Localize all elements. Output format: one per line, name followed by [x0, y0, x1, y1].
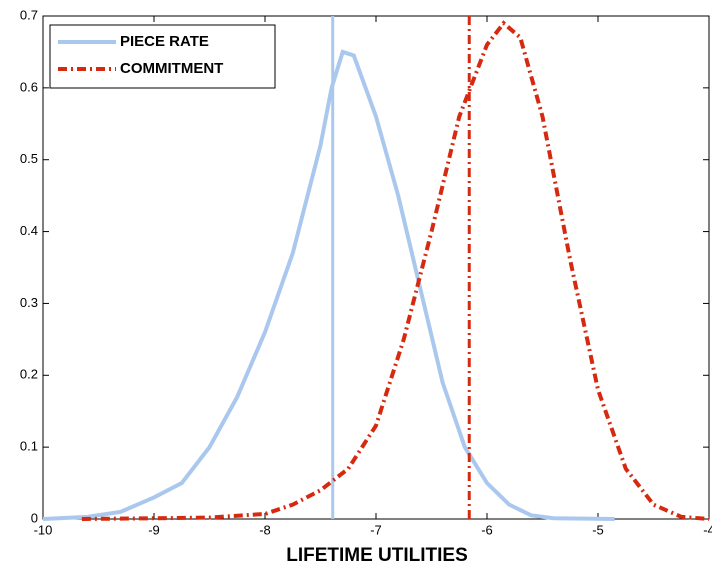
legend-label: PIECE RATE — [120, 33, 209, 50]
y-tick-label: 0.6 — [20, 79, 38, 94]
x-tick-label: -9 — [148, 522, 160, 537]
y-tick-label: 0.5 — [20, 151, 38, 166]
x-axis-label: LIFETIME UTILITIES — [286, 545, 468, 566]
y-tick-label: 0 — [31, 510, 38, 525]
series-line — [81, 20, 710, 521]
y-tick-label: 0.2 — [20, 367, 38, 382]
x-tick-label: -4 — [703, 522, 712, 537]
legend-box — [49, 24, 276, 89]
y-tick-label: 0.1 — [20, 439, 38, 454]
plot-area — [42, 15, 710, 520]
y-tick-label: 0.7 — [20, 7, 38, 22]
x-tick-label: -5 — [592, 522, 604, 537]
x-tick-label: -7 — [370, 522, 382, 537]
legend-label: COMMITMENT — [120, 60, 223, 77]
x-tick-label: -8 — [259, 522, 271, 537]
x-tick-label: -10 — [34, 522, 53, 537]
x-tick-label: -6 — [481, 522, 493, 537]
y-tick-label: 0.3 — [20, 295, 38, 310]
series-line — [42, 49, 615, 521]
y-tick-label: 0.4 — [20, 223, 38, 238]
